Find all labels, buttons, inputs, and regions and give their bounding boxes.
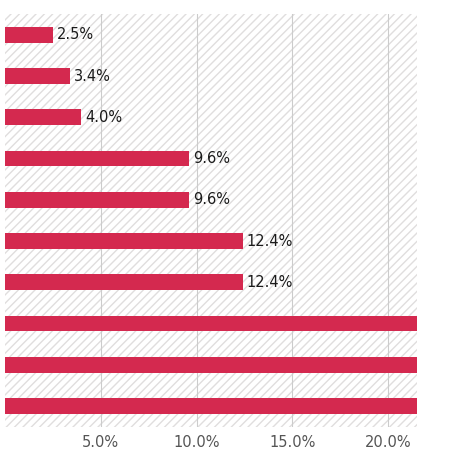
Bar	[5, 357, 474, 373]
Text: 9.6%: 9.6%	[193, 151, 230, 166]
Text: 3.4%: 3.4%	[74, 69, 110, 83]
Bar	[5, 68, 70, 84]
Text: 12.4%: 12.4%	[246, 275, 293, 290]
Text: 9.6%: 9.6%	[193, 192, 230, 207]
Text: 4.0%: 4.0%	[85, 110, 122, 125]
Bar	[5, 109, 82, 125]
Text: 2.5%: 2.5%	[56, 27, 94, 42]
Bar	[5, 151, 189, 166]
Bar	[5, 27, 53, 43]
Bar	[5, 233, 243, 249]
Bar	[5, 192, 189, 208]
Bar	[5, 316, 474, 331]
Text: 12.4%: 12.4%	[246, 234, 293, 248]
Bar	[5, 398, 474, 414]
Bar	[5, 274, 243, 290]
